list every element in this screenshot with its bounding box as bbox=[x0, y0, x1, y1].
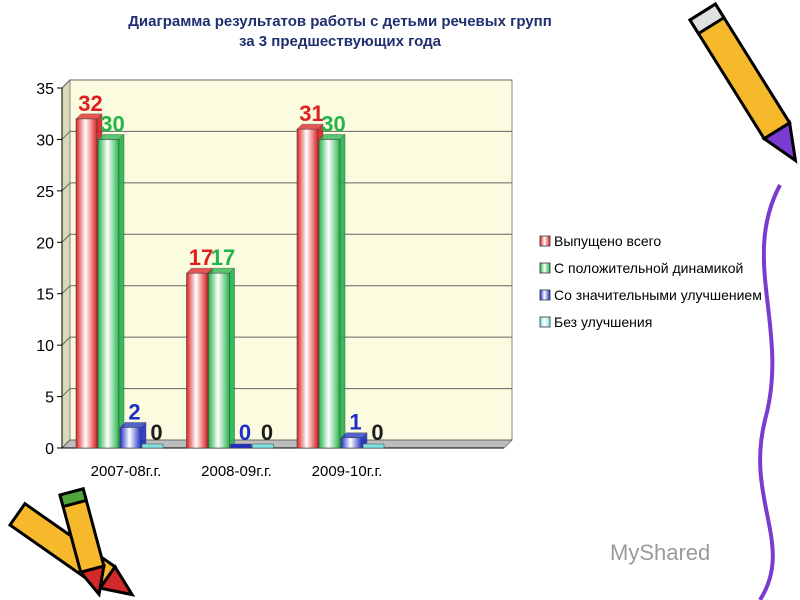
data-label: 30 bbox=[321, 111, 345, 136]
gridline-diagonal bbox=[61, 439, 71, 449]
gridline-diagonal bbox=[61, 182, 71, 192]
y-tick-label: 20 bbox=[36, 235, 54, 252]
legend-box bbox=[530, 228, 762, 346]
data-label: 32 bbox=[78, 91, 102, 116]
y-tick-label: 35 bbox=[36, 81, 54, 98]
legend: Выпущено всего С положительной динамикой С… bbox=[530, 228, 762, 346]
pencil-icon bbox=[687, 2, 798, 164]
gridline-diagonal bbox=[61, 336, 71, 346]
bar bbox=[362, 443, 385, 449]
gridline-diagonal bbox=[61, 79, 71, 89]
bar bbox=[230, 443, 252, 449]
plot-back-wall bbox=[69, 79, 513, 441]
gridline-diagonal bbox=[61, 388, 71, 397]
bar bbox=[75, 118, 98, 449]
pencils-decoration-bottom-left bbox=[7, 486, 136, 598]
x-category-label: 2009-10г.г. bbox=[312, 463, 383, 480]
pencil-tip bbox=[97, 564, 136, 597]
bar bbox=[340, 437, 363, 449]
data-label: 17 bbox=[189, 245, 213, 270]
pencil-decoration-top-right bbox=[687, 2, 798, 600]
legend-label: Выпущено всего bbox=[554, 233, 661, 249]
gridline-diagonal bbox=[61, 131, 71, 140]
gridline-diagonal bbox=[61, 233, 71, 243]
bar-side bbox=[229, 267, 235, 449]
x-category-label: 2008-09г.г. bbox=[201, 463, 272, 480]
data-label: 2 bbox=[128, 399, 140, 424]
pencil-cap bbox=[687, 2, 726, 36]
y-tick-label: 5 bbox=[45, 390, 54, 407]
y-tick-label: 0 bbox=[45, 441, 54, 458]
pencil-icon bbox=[58, 486, 106, 598]
watermark-text: MyShared bbox=[610, 540, 711, 565]
data-label: 1 bbox=[349, 410, 361, 435]
bar-side bbox=[140, 421, 147, 449]
bar bbox=[252, 443, 274, 449]
y-tick-label: 25 bbox=[36, 184, 54, 201]
legend-label: Со значительными улучшением bbox=[554, 287, 762, 303]
pencil-tip bbox=[78, 564, 106, 598]
pencil-cap bbox=[58, 486, 89, 509]
data-label: 0 bbox=[239, 420, 251, 445]
watermark: MyShared bbox=[610, 540, 710, 566]
data-label: 0 bbox=[371, 420, 383, 445]
gridline-diagonal bbox=[61, 285, 71, 295]
bar bbox=[296, 128, 319, 449]
bar bbox=[186, 272, 208, 449]
bar-side bbox=[118, 133, 125, 449]
legend-swatch bbox=[539, 316, 551, 328]
data-label: 30 bbox=[100, 111, 124, 136]
legend-swatch bbox=[539, 262, 551, 274]
y-tick-label: 30 bbox=[36, 132, 54, 149]
y-tick-label: 10 bbox=[36, 338, 54, 355]
data-label: 0 bbox=[261, 420, 273, 445]
legend-label: Без улучшения bbox=[554, 314, 652, 330]
legend-swatch bbox=[539, 289, 551, 301]
bar bbox=[97, 139, 120, 449]
bar bbox=[119, 427, 142, 449]
chart-title-line2: за 3 предшествующих года bbox=[239, 33, 441, 50]
legend-label: С положительной динамикой bbox=[554, 260, 743, 276]
chart-title-line1: Диаграмма результатов работы с детьми ре… bbox=[128, 13, 552, 30]
data-label: 31 bbox=[299, 101, 323, 126]
bar-side bbox=[339, 133, 346, 449]
bar bbox=[141, 443, 164, 449]
chart-title: Диаграмма результатов работы с детьми ре… bbox=[80, 12, 600, 52]
x-category-label: 2007-08г.г. bbox=[91, 463, 162, 480]
y-tick-label: 15 bbox=[36, 287, 54, 304]
bar bbox=[208, 272, 230, 449]
legend-swatch bbox=[539, 235, 551, 247]
data-label: 0 bbox=[150, 420, 162, 445]
data-label: 17 bbox=[211, 245, 235, 270]
purple-line bbox=[758, 184, 782, 600]
pencil-tip bbox=[761, 120, 798, 164]
bar bbox=[318, 139, 341, 449]
